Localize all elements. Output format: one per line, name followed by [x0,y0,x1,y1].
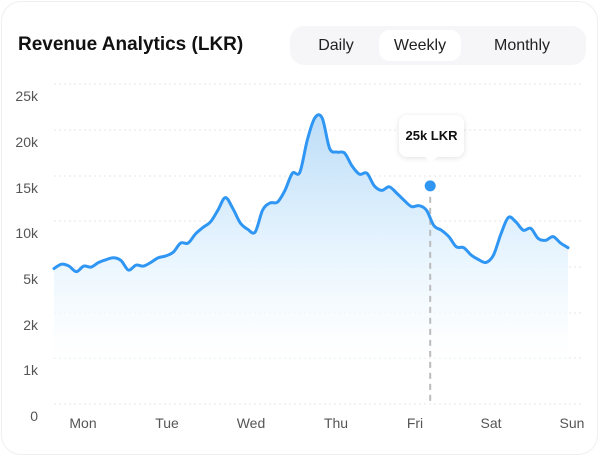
area-fill [54,114,568,358]
period-toggle: Daily Weekly Monthly [290,26,586,65]
x-tick-label: Wed [237,415,266,431]
tooltip: 25k LKR [399,115,464,163]
x-tick-label: Mon [69,415,96,431]
y-tick-label: 0 [30,408,38,424]
page-title: Revenue Analytics (LKR) [18,34,244,55]
y-tick-label: 20k [15,134,39,150]
toggle-weekly[interactable]: Weekly [379,30,461,61]
x-tick-label: Thu [324,415,348,431]
y-tick-label: 5k [23,271,39,287]
y-tick-label: 25k [15,88,39,104]
y-tick-label: 1k [23,362,39,378]
x-tick-label: Tue [155,415,179,431]
series-line [52,113,570,274]
y-tick-label: 10k [15,225,39,241]
toggle-monthly[interactable]: Monthly [493,37,551,54]
y-tick-label: 15k [15,180,39,196]
y-tick-label: 2k [23,317,39,333]
x-tick-label: Sun [560,415,585,431]
x-tick-label: Fri [407,415,423,431]
highlight-marker[interactable] [422,178,438,194]
toggle-daily[interactable]: Daily [318,37,354,54]
x-tick-label: Sat [480,415,501,431]
